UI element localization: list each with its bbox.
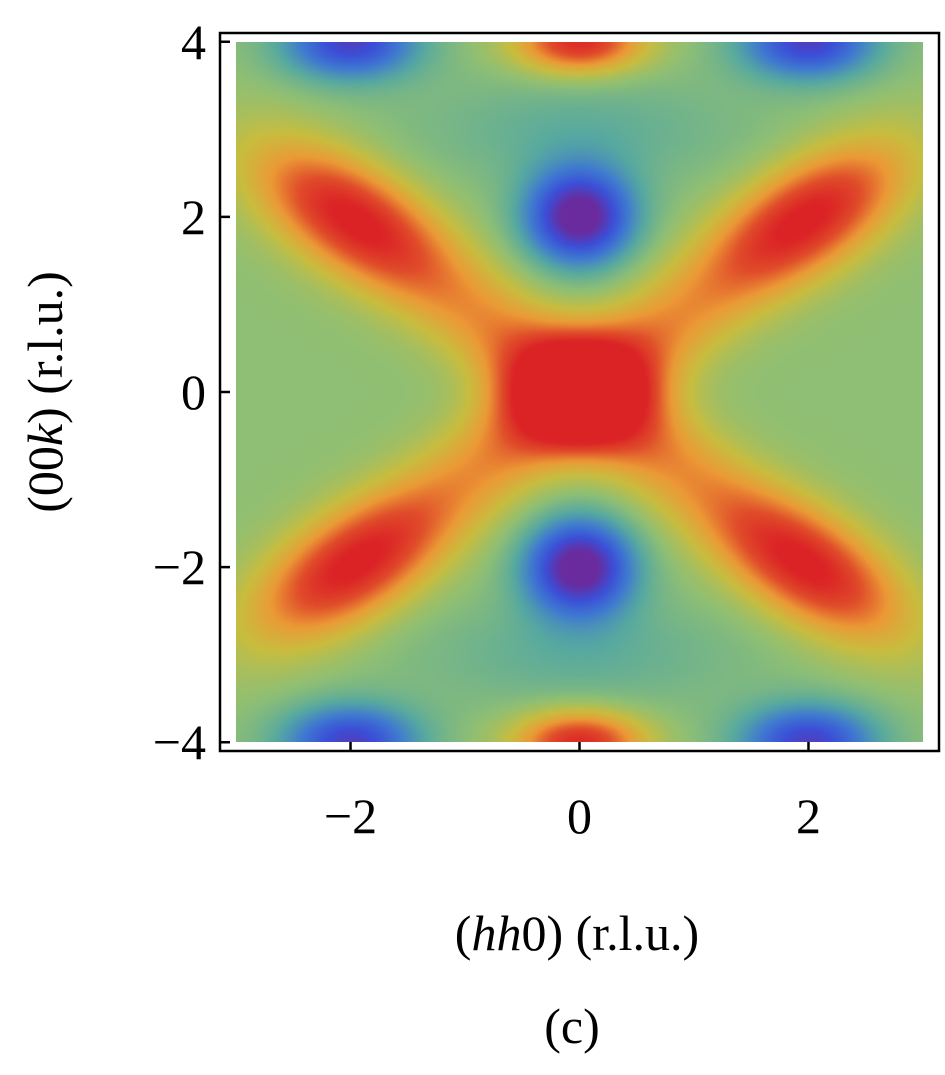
y-tick-label: −4 [153,714,206,770]
x-tick-label: 2 [796,788,821,844]
y-axis-ticks: −4 −2 0 2 4 [153,14,230,770]
x-axis-ticks: −2 0 2 [324,741,821,844]
x-tick-label: 0 [567,788,592,844]
y-tick-label: −2 [153,539,206,595]
y-tick-label: 2 [181,189,206,245]
x-tick-label: −2 [324,788,377,844]
heatmap-image [236,41,923,743]
x-axis-label: (hh0) (r.l.u.) [455,905,699,961]
y-tick-label: 0 [181,364,206,420]
panel-label: (c) [544,998,600,1054]
y-axis-label: (00k) (r.l.u.) [17,271,73,513]
y-tick-label: 4 [181,14,206,70]
